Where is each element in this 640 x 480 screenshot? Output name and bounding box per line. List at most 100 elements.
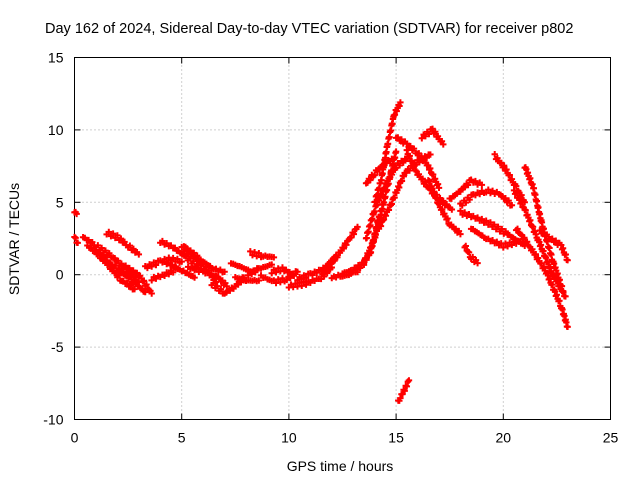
data-point — [440, 197, 447, 205]
data-point — [165, 270, 173, 278]
data-point — [210, 279, 217, 287]
data-point — [443, 216, 450, 223]
data-point — [115, 265, 122, 272]
y-tick-label: -10 — [43, 412, 63, 428]
data-point — [502, 228, 509, 235]
data-point — [115, 272, 123, 279]
data-point — [427, 151, 434, 158]
data-point — [169, 269, 177, 276]
data-point — [102, 247, 109, 254]
data-point — [343, 241, 350, 249]
data-point — [298, 275, 305, 283]
data-point — [74, 239, 81, 247]
data-point — [435, 200, 443, 208]
data-point — [112, 262, 119, 269]
data-point — [105, 261, 113, 268]
data-point — [540, 229, 547, 236]
data-point — [543, 231, 551, 238]
data-point — [401, 387, 408, 395]
data-point — [457, 207, 464, 215]
data-point — [123, 280, 131, 287]
data-point — [419, 175, 426, 183]
data-point — [354, 223, 361, 231]
data-point — [89, 238, 96, 246]
data-point — [397, 99, 404, 106]
data-point — [126, 242, 134, 249]
data-point — [143, 281, 150, 288]
data-point — [560, 288, 567, 296]
data-point — [462, 242, 469, 250]
data-point — [302, 281, 310, 288]
data-point — [464, 181, 472, 189]
data-point — [491, 151, 498, 158]
data-point — [461, 209, 468, 216]
data-point — [552, 237, 560, 244]
data-point — [482, 217, 490, 224]
data-point — [148, 277, 155, 284]
data-point — [508, 175, 516, 183]
data-point — [375, 213, 383, 220]
x-tick-label: 15 — [388, 430, 404, 446]
data-point — [435, 184, 443, 192]
y-tick-label: -5 — [51, 339, 64, 355]
data-point — [538, 260, 545, 267]
data-point — [363, 256, 370, 264]
series-arc-13 — [184, 263, 230, 290]
x-tick-label: 20 — [496, 430, 512, 446]
data-point — [122, 262, 129, 269]
data-point — [440, 141, 447, 148]
series-arc-01 — [71, 233, 81, 247]
data-point — [469, 253, 476, 261]
series-arc-28 — [371, 99, 404, 206]
series-arc-14 — [180, 243, 228, 276]
data-point — [474, 259, 481, 267]
data-point — [114, 257, 122, 265]
data-point — [117, 235, 125, 242]
x-tick-label: 25 — [603, 430, 619, 446]
data-point — [174, 255, 181, 263]
data-point — [540, 263, 548, 271]
x-tick-label: 0 — [71, 430, 79, 446]
data-point — [386, 175, 393, 183]
data-point — [491, 221, 498, 228]
data-point — [383, 181, 390, 188]
data-point — [98, 244, 105, 252]
plot-frame — [74, 57, 611, 420]
data-point — [73, 210, 80, 218]
data-point — [72, 234, 79, 242]
data-point — [118, 260, 125, 267]
data-point — [392, 164, 400, 172]
data-point — [465, 249, 473, 256]
data-point — [187, 247, 194, 254]
series-arc-43 — [512, 225, 571, 331]
data-point — [392, 148, 400, 155]
data-point — [221, 268, 228, 276]
data-point — [504, 243, 511, 250]
data-point — [148, 263, 155, 270]
data-point — [294, 268, 301, 276]
data-point — [562, 293, 569, 300]
data-point — [121, 238, 128, 246]
data-point — [331, 257, 338, 264]
series-arc-40 — [491, 151, 528, 206]
data-point — [98, 253, 105, 260]
data-point — [494, 223, 502, 230]
data-point — [350, 230, 358, 238]
data-point — [94, 242, 102, 249]
data-point — [135, 251, 143, 258]
data-point — [223, 283, 230, 290]
series-arc-24 — [320, 223, 361, 275]
series-arc-21 — [268, 264, 297, 278]
x-tick-label: 10 — [281, 430, 297, 446]
axis-ticks — [74, 57, 611, 420]
data-point — [512, 182, 520, 190]
data-point — [371, 171, 378, 179]
series-arc-05 — [92, 247, 138, 293]
series-arc-36 — [457, 186, 516, 209]
data-point — [114, 232, 121, 239]
data-point — [178, 258, 185, 265]
data-point — [394, 134, 402, 141]
data-point — [534, 254, 542, 262]
series-arc-06 — [103, 228, 143, 258]
